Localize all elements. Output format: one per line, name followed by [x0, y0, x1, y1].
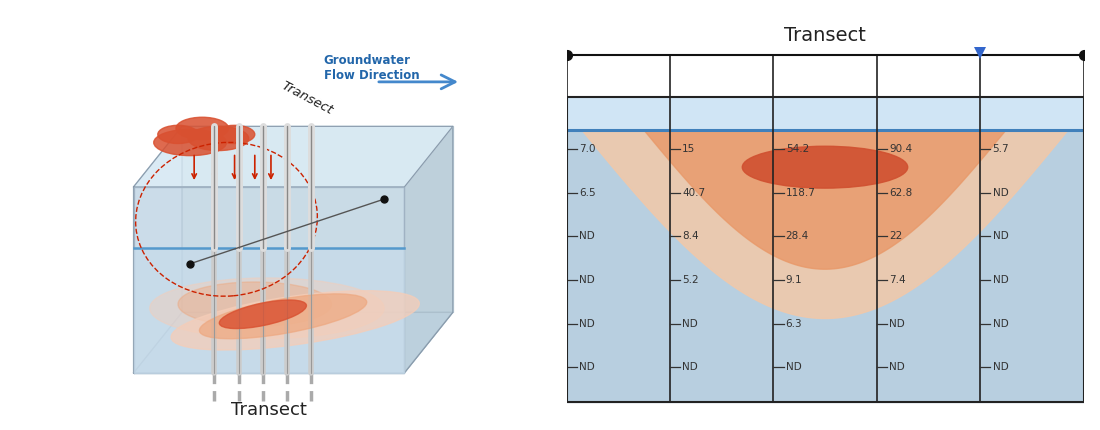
Polygon shape [182, 126, 453, 312]
Text: 6.5: 6.5 [579, 187, 595, 198]
Text: 22: 22 [889, 231, 902, 241]
Ellipse shape [199, 294, 366, 339]
Text: Groundwater
Flow Direction: Groundwater Flow Direction [323, 54, 419, 82]
Text: 6.3: 6.3 [785, 319, 802, 329]
Polygon shape [133, 126, 453, 187]
Polygon shape [566, 97, 1084, 130]
Ellipse shape [214, 125, 255, 144]
Text: Transect: Transect [279, 79, 335, 117]
Text: 8.4: 8.4 [682, 231, 698, 241]
Ellipse shape [150, 278, 384, 338]
Text: ND: ND [992, 362, 1009, 372]
Text: Transect: Transect [784, 25, 866, 45]
Polygon shape [133, 187, 405, 248]
Text: ND: ND [992, 231, 1009, 241]
Text: 40.7: 40.7 [682, 187, 705, 198]
Text: ND: ND [682, 319, 698, 329]
Text: ND: ND [579, 362, 595, 372]
Text: 7.0: 7.0 [579, 144, 595, 154]
Ellipse shape [154, 129, 227, 156]
Ellipse shape [178, 282, 331, 326]
Polygon shape [644, 130, 1006, 269]
Text: 5.7: 5.7 [992, 144, 1009, 154]
Polygon shape [133, 312, 453, 373]
Text: 15: 15 [682, 144, 695, 154]
Text: ND: ND [992, 275, 1009, 285]
Text: 118.7: 118.7 [785, 187, 815, 198]
Text: 54.2: 54.2 [785, 144, 808, 154]
Text: 62.8: 62.8 [889, 187, 912, 198]
Text: 9.1: 9.1 [785, 275, 802, 285]
Polygon shape [133, 248, 405, 373]
Text: ND: ND [889, 362, 905, 372]
Polygon shape [405, 126, 453, 373]
Polygon shape [133, 187, 405, 373]
Text: ND: ND [579, 231, 595, 241]
Text: ND: ND [785, 362, 802, 372]
Bar [566, 97, 1084, 402]
Ellipse shape [176, 117, 229, 139]
Text: ND: ND [579, 319, 595, 329]
Text: 5.2: 5.2 [682, 275, 698, 285]
Ellipse shape [157, 125, 198, 144]
Ellipse shape [219, 300, 307, 329]
Text: 28.4: 28.4 [785, 231, 808, 241]
Ellipse shape [742, 146, 907, 188]
Ellipse shape [188, 126, 249, 150]
Text: ND: ND [992, 187, 1009, 198]
Text: 7.4: 7.4 [889, 275, 905, 285]
Ellipse shape [172, 291, 419, 350]
Polygon shape [582, 130, 1068, 319]
Polygon shape [566, 130, 1084, 402]
Text: ND: ND [579, 275, 595, 285]
Text: ND: ND [889, 319, 905, 329]
Text: ND: ND [682, 362, 698, 372]
Text: 90.4: 90.4 [889, 144, 912, 154]
Text: ND: ND [992, 319, 1009, 329]
Text: Transect: Transect [231, 401, 307, 419]
Polygon shape [133, 126, 182, 373]
